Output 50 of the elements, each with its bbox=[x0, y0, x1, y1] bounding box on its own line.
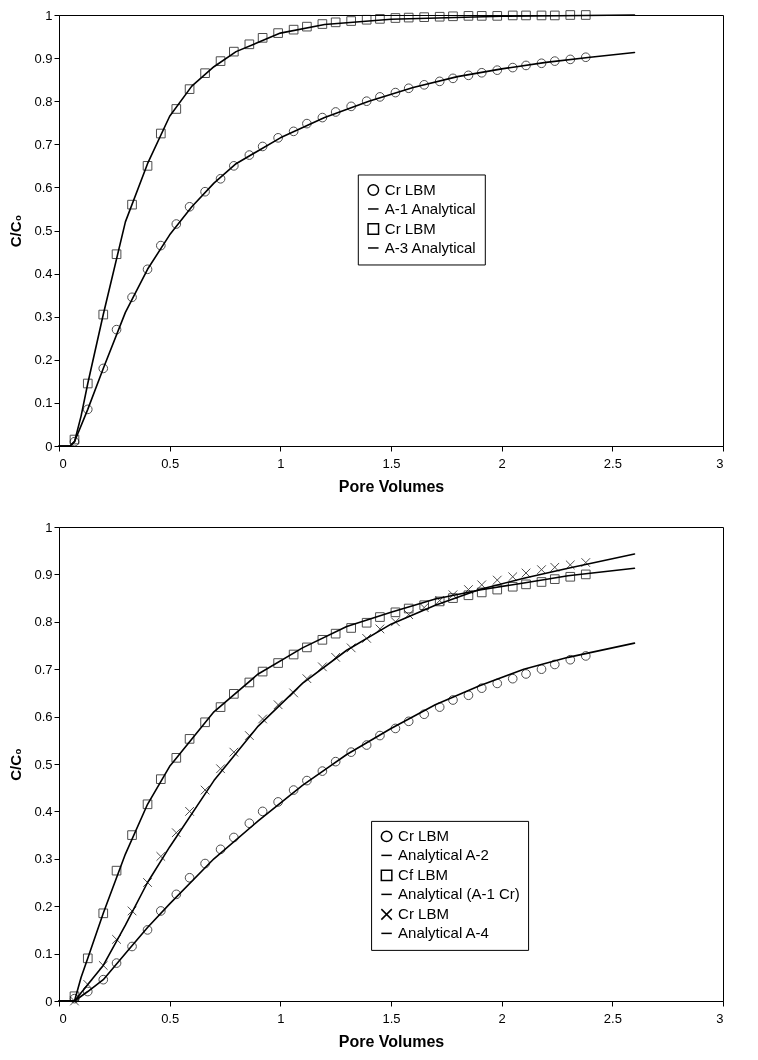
y-tick-label: 0.4 bbox=[34, 803, 53, 819]
y-tick-label: 0.1 bbox=[34, 395, 53, 411]
x-tick-label: 1 bbox=[277, 1010, 285, 1026]
x-tick-label: 0 bbox=[59, 1010, 67, 1026]
y-tick-label: 0.7 bbox=[34, 661, 53, 677]
legend-label: A-1 Analytical bbox=[384, 199, 476, 217]
y-tick-label: 1 bbox=[45, 7, 53, 23]
y-tick-label: 0.4 bbox=[34, 266, 53, 282]
x-axis-title: Pore Volumes bbox=[338, 477, 445, 495]
x-tick-label: 2.5 bbox=[603, 1010, 622, 1026]
y-tick-label: 0.2 bbox=[34, 352, 53, 368]
legend-label: Cr LBM bbox=[384, 180, 436, 198]
legend-label: Cf LBM bbox=[398, 866, 449, 884]
y-tick-label: 0.5 bbox=[34, 756, 53, 772]
x-tick-label: 2 bbox=[498, 1010, 506, 1026]
y-tick-label: 0.6 bbox=[34, 709, 53, 725]
y-tick-label: 1 bbox=[45, 519, 53, 535]
y-axis-title: C/C₀ bbox=[7, 748, 25, 781]
legend-label: A-3 Analytical bbox=[384, 238, 476, 256]
y-tick-label: 0.1 bbox=[34, 946, 53, 962]
x-tick-label: 0 bbox=[59, 455, 67, 471]
y-tick-label: 0.3 bbox=[34, 309, 53, 325]
x-tick-label: 1.5 bbox=[382, 455, 401, 471]
y-tick-label: 0 bbox=[45, 993, 53, 1009]
y-tick-label: 0.3 bbox=[34, 851, 53, 867]
y-tick-label: 0.2 bbox=[34, 898, 53, 914]
y-tick-label: 0 bbox=[45, 438, 53, 454]
legend-label: Cr LBM bbox=[384, 219, 436, 237]
x-tick-label: 3 bbox=[716, 1010, 724, 1026]
x-tick-label: 2.5 bbox=[603, 455, 622, 471]
legend-label: Analytical (A-1 Cr) bbox=[398, 885, 520, 903]
x-tick-label: 1 bbox=[277, 455, 285, 471]
x-tick-label: 3 bbox=[716, 455, 724, 471]
legend-label: Cr LBM bbox=[398, 827, 449, 845]
x-tick-label: 0.5 bbox=[161, 1010, 180, 1026]
x-tick-label: 0.5 bbox=[161, 455, 180, 471]
x-tick-label: 2 bbox=[498, 455, 506, 471]
legend-label: Analytical A-4 bbox=[398, 924, 489, 942]
x-axis-title: Pore Volumes bbox=[338, 1032, 445, 1050]
legend-label: Analytical A-2 bbox=[398, 846, 489, 864]
y-axis-title: C/C₀ bbox=[7, 214, 25, 248]
y-tick-label: 0.6 bbox=[34, 179, 53, 195]
legend-label: Cr LBM bbox=[398, 905, 449, 923]
y-tick-label: 0.8 bbox=[34, 614, 53, 630]
y-tick-label: 0.7 bbox=[34, 136, 53, 152]
y-tick-label: 0.8 bbox=[34, 93, 53, 109]
y-tick-label: 0.9 bbox=[34, 50, 53, 66]
x-tick-label: 1.5 bbox=[382, 1010, 401, 1026]
y-tick-label: 0.5 bbox=[34, 223, 53, 238]
y-tick-label: 0.9 bbox=[34, 566, 53, 582]
